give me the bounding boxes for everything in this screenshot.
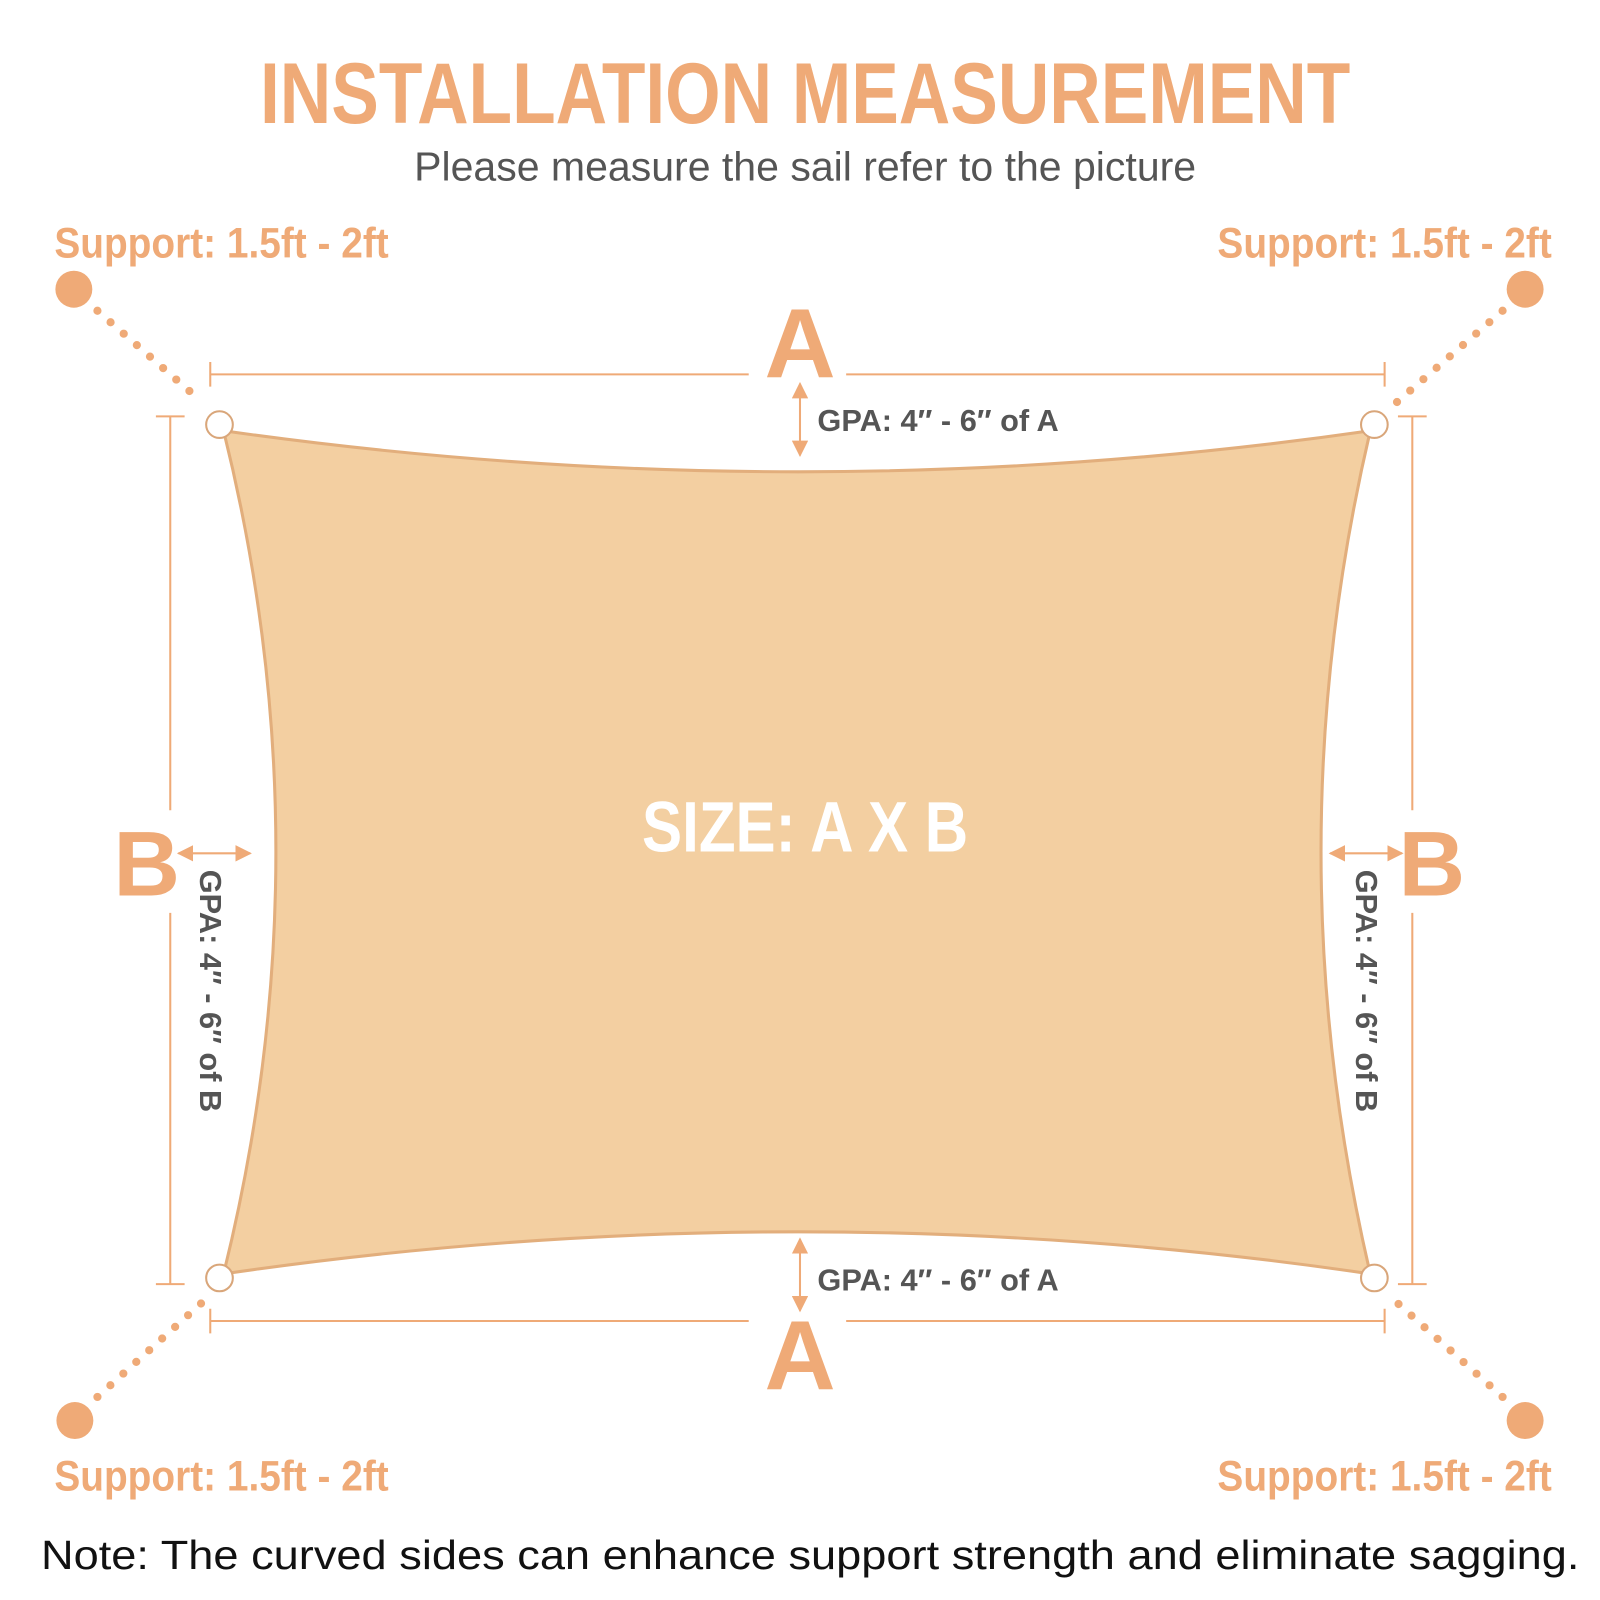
gpa-label: GPA: 4″ - 6″ of B bbox=[193, 870, 228, 1112]
dimension-lines bbox=[155, 362, 1427, 1334]
gpa-label: GPA: 4″ - 6″ of A bbox=[817, 1262, 1058, 1297]
dimension-label: B bbox=[1398, 811, 1465, 915]
rings bbox=[205, 410, 1389, 1293]
supports bbox=[55, 270, 1544, 1439]
subtitle: Please measure the sail refer to the pic… bbox=[414, 144, 1196, 190]
support-label: Support: 1.5ft - 2ft bbox=[54, 219, 388, 267]
support-label: Support: 1.5ft - 2ft bbox=[1217, 1452, 1551, 1500]
dimension-label: B bbox=[113, 811, 180, 915]
gpa-label: GPA: 4″ - 6″ of B bbox=[1349, 870, 1384, 1112]
dimension-label: A bbox=[764, 1301, 835, 1411]
support-label: Support: 1.5ft - 2ft bbox=[54, 1452, 388, 1500]
support-label: Support: 1.5ft - 2ft bbox=[1217, 219, 1551, 267]
gpa-arrows bbox=[176, 381, 1404, 1313]
gpa-label: GPA: 4″ - 6″ of A bbox=[817, 403, 1058, 438]
dimension-label: A bbox=[764, 288, 835, 398]
sail-label: SIZE: A X B bbox=[642, 787, 968, 867]
note: Note: The curved sides can enhance suppo… bbox=[41, 1532, 1579, 1578]
title: INSTALLATION MEASUREMENT bbox=[260, 46, 1350, 142]
